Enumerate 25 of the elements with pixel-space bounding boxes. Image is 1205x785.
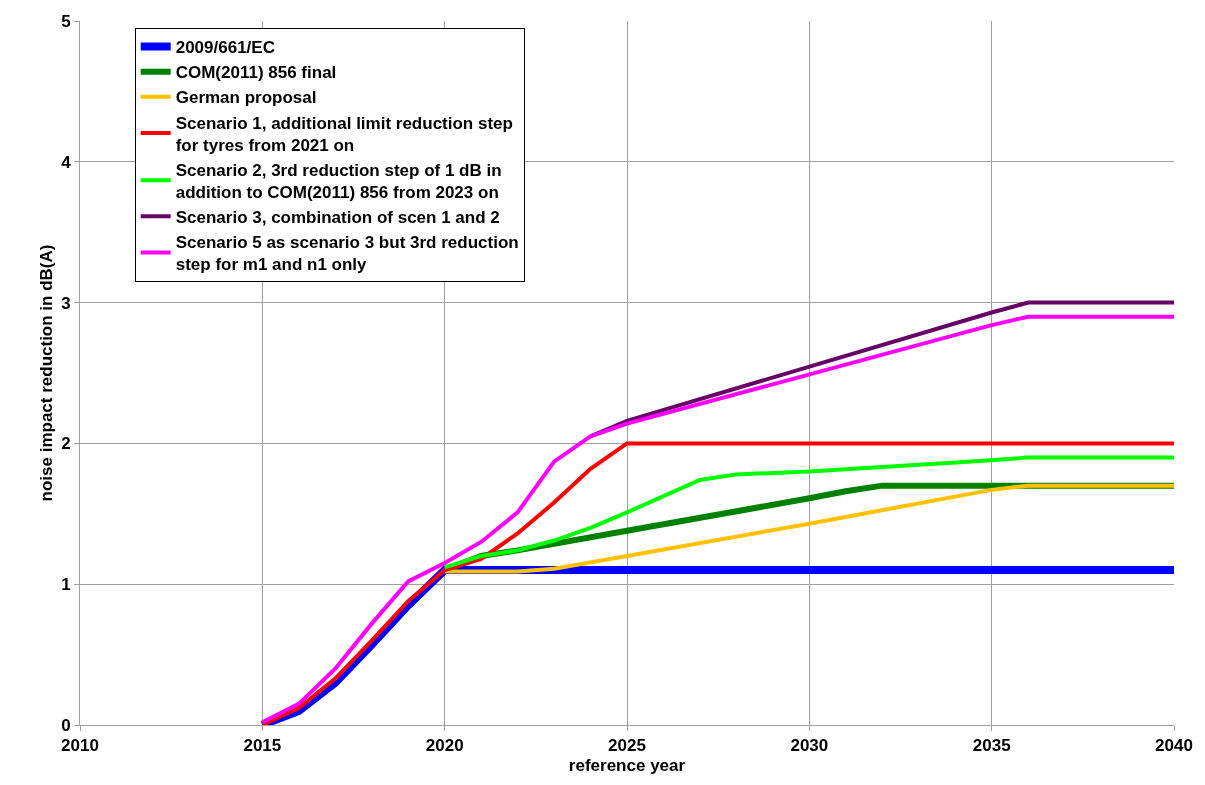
- x-tick-label: 2025: [608, 736, 646, 756]
- legend-label: Scenario 3, combination of scen 1 and 2: [175, 207, 500, 227]
- x-tick-label: 2010: [61, 736, 99, 756]
- line-series: [260, 314, 1174, 725]
- y-tick-label: 1: [61, 575, 71, 595]
- line-series: [260, 441, 1174, 725]
- y-axis-title: noise impact reduction in dB(A): [36, 244, 56, 502]
- x-tick-label: 2015: [243, 736, 282, 756]
- x-axis-title: reference year: [568, 755, 686, 775]
- y-tick-label: 3: [61, 293, 71, 313]
- legend-label: Scenario 5 as scenario 3 but 3rd reduction step for m1 and n1 only: [175, 233, 519, 275]
- x-tick-label: 2040: [1155, 736, 1193, 756]
- x-tick-label: 2035: [972, 736, 1011, 756]
- legend-label: 2009/661/EC: [175, 38, 275, 58]
- legend-label: COM(2011) 856 final: [175, 63, 337, 83]
- y-tick-label: 5: [61, 11, 71, 31]
- x-tick-label: 2030: [790, 736, 829, 756]
- x-tick-label: 2020: [425, 736, 464, 756]
- y-tick-label: 4: [61, 152, 72, 172]
- line-series: [442, 455, 1174, 570]
- legend-label: Scenario 2, 3rd reduction step of 1 dB in addition to COM(2011) 856 from 2023 on: [175, 160, 502, 202]
- legend-label: German proposal: [175, 88, 317, 108]
- y-tick-label: 0: [61, 715, 71, 735]
- y-tick-label: 2: [61, 434, 71, 454]
- legend-label: Scenario 1, additional limit reduction step for tyres from 2021 on: [175, 113, 513, 155]
